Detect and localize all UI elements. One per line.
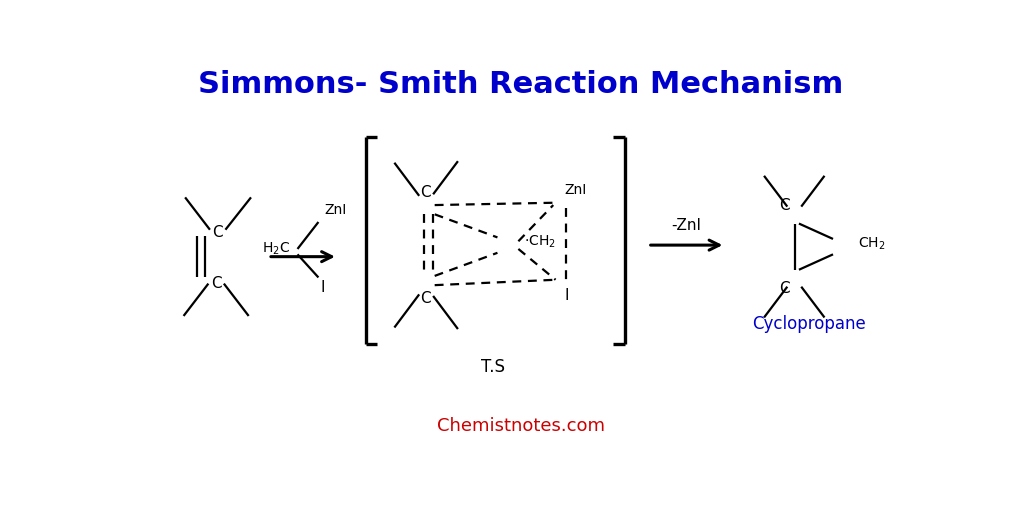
Text: C: C <box>779 281 789 296</box>
Text: C: C <box>210 276 221 291</box>
Text: Cyclopropane: Cyclopropane <box>752 315 866 333</box>
Text: C: C <box>779 199 789 213</box>
Text: C: C <box>420 291 431 306</box>
Text: -ZnI: -ZnI <box>672 218 702 233</box>
Text: C: C <box>212 224 223 240</box>
Text: $\mathregular{H_2C}$: $\mathregular{H_2C}$ <box>262 241 290 257</box>
Text: $\mathregular{CH_2}$: $\mathregular{CH_2}$ <box>858 235 885 252</box>
Text: Chemistnotes.com: Chemistnotes.com <box>437 417 605 435</box>
Text: T.S: T.S <box>481 358 505 376</box>
Text: Simmons- Smith Reaction Mechanism: Simmons- Smith Reaction Mechanism <box>198 70 843 99</box>
Text: I: I <box>321 280 325 295</box>
Text: C: C <box>420 185 431 200</box>
Text: ZnI: ZnI <box>565 183 587 196</box>
Text: $\mathregular{\cdot CH_2}$: $\mathregular{\cdot CH_2}$ <box>524 234 556 250</box>
Text: ZnI: ZnI <box>325 204 346 217</box>
Text: I: I <box>565 288 569 303</box>
